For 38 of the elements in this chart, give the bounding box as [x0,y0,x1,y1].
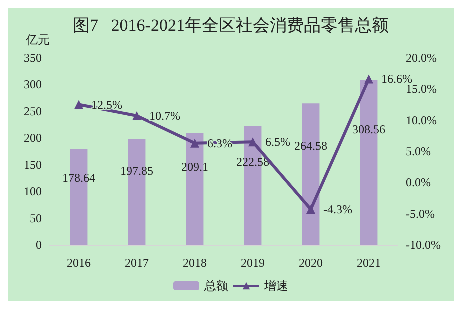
y2-tick-label: 10.0% [406,113,437,128]
data-label: 6.5% [266,135,290,150]
data-label: 197.85 [120,164,154,178]
point [364,74,374,84]
point [190,138,200,148]
y-tick-label: 150 [24,158,42,172]
point [74,100,84,110]
data-label: 12.5% [92,98,122,112]
y-tick-label: 0 [36,238,42,252]
data-label: 209.1 [182,160,208,174]
legend-label: 总额 [204,279,228,293]
y2-tick-label: 20.0% [406,51,437,65]
data-label: 264.58 [294,139,328,154]
y-tick-label: 300 [24,78,42,92]
legend-label: 增速 [264,279,288,293]
y-tick-label: 250 [24,104,42,118]
point [132,111,142,120]
x-tick-label: 2017 [125,256,149,270]
data-label: 178.64 [62,171,96,186]
y-tick-label: 50 [30,211,42,226]
x-tick-label: 2021 [357,256,381,270]
data-label: 308.56 [352,122,386,137]
y-tick-label: 200 [24,131,42,146]
data-label: -4.3% [324,202,352,216]
y-axis-title: 亿元 [25,33,50,47]
y-tick-label: 350 [24,51,42,65]
x-tick-label: 2020 [299,256,323,270]
point [306,204,316,214]
y2-tick-label: -10.0% [406,238,441,252]
x-tick-label: 2018 [183,256,207,270]
y2-tick-label: 0.0% [406,176,431,190]
y2-tick-label: -5.0% [406,206,435,221]
chart-title: 图7 2016-2021年全区社会消费品零售总额 [73,16,389,35]
x-tick-label: 2016 [67,256,91,270]
y2-tick-label: 5.0% [406,144,431,158]
data-label: 10.7% [150,108,180,123]
x-tick-label: 2019 [241,256,265,270]
y-tick-label: 100 [24,184,42,199]
